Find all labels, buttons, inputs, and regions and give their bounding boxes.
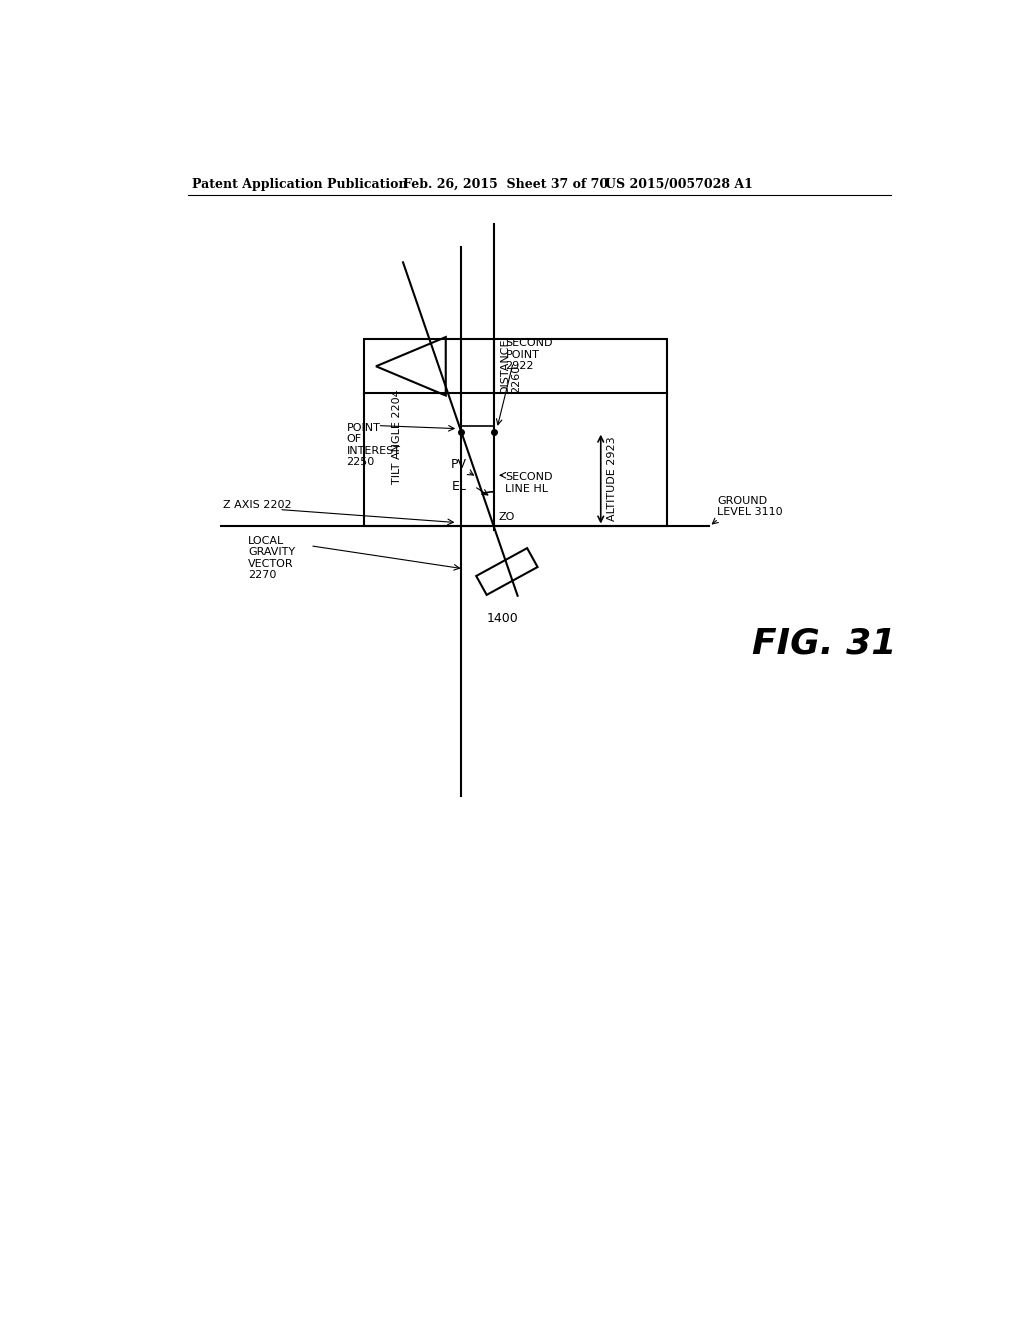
Bar — [365, 339, 667, 527]
Text: Z AXIS 2202: Z AXIS 2202 — [222, 499, 291, 510]
Text: LOCAL
GRAVITY
VECTOR
2270: LOCAL GRAVITY VECTOR 2270 — [248, 536, 295, 581]
Text: ZO: ZO — [499, 512, 515, 521]
Text: SECOND
POINT
2922: SECOND POINT 2922 — [506, 338, 553, 371]
Text: 1400: 1400 — [487, 611, 519, 624]
Text: ALTITUDE 2923: ALTITUDE 2923 — [607, 437, 616, 521]
Text: SECOND
LINE HL: SECOND LINE HL — [506, 473, 553, 494]
Text: DISTANCE
2260: DISTANCE 2260 — [500, 338, 521, 393]
Text: Feb. 26, 2015  Sheet 37 of 70: Feb. 26, 2015 Sheet 37 of 70 — [403, 178, 608, 190]
Text: GROUND
LEVEL 3110: GROUND LEVEL 3110 — [717, 495, 782, 517]
Text: US 2015/0057028 A1: US 2015/0057028 A1 — [604, 178, 753, 190]
Text: TILT ANGLE 2204: TILT ANGLE 2204 — [391, 389, 401, 484]
Text: FIG. 31: FIG. 31 — [752, 627, 896, 660]
Text: POINT
OF
INTEREST
2250: POINT OF INTEREST 2250 — [346, 422, 400, 467]
Text: EL: EL — [452, 479, 466, 492]
Text: PV: PV — [451, 458, 466, 471]
Text: Patent Application Publication: Patent Application Publication — [191, 178, 408, 190]
